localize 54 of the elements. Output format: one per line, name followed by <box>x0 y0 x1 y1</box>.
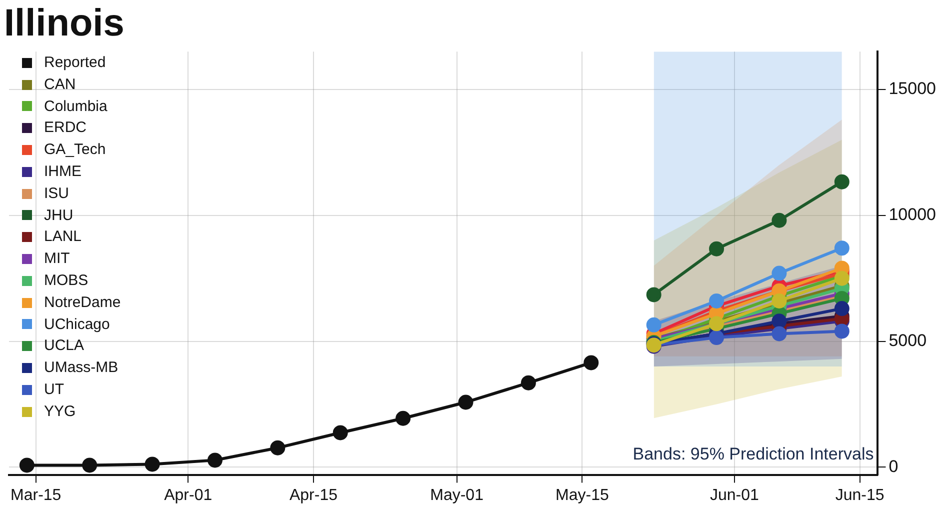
x-tick-label: Apr-01 <box>164 486 212 504</box>
legend-label: YYG <box>44 402 76 422</box>
point <box>772 326 787 342</box>
point <box>709 241 724 256</box>
legend-label: JHU <box>44 206 74 226</box>
legend-label: ISU <box>44 184 70 204</box>
point <box>834 324 850 339</box>
point <box>834 240 850 256</box>
chart-title: Illinois <box>4 2 124 44</box>
legend-label: UT <box>44 380 64 400</box>
legend-label: UCLA <box>44 336 84 356</box>
legend-label: UMass-MB <box>44 358 118 378</box>
point <box>772 293 787 308</box>
point <box>520 375 536 390</box>
legend-label: MOBS <box>44 270 88 291</box>
x-tick-label: Jun-01 <box>710 486 759 504</box>
legend-label: NotreDame <box>44 292 121 313</box>
point <box>82 458 98 473</box>
point <box>396 410 411 426</box>
point <box>834 174 850 190</box>
legend-label: IHME <box>44 162 82 182</box>
x-tick-label: Jun-15 <box>835 486 884 504</box>
point <box>584 355 599 370</box>
point <box>270 440 286 456</box>
point <box>772 212 787 228</box>
point <box>834 301 850 316</box>
point <box>772 266 787 281</box>
point <box>772 314 787 329</box>
x-tick-label: Apr-15 <box>289 486 338 504</box>
legend-label: UChicago <box>44 314 110 335</box>
y-tick-label: 15000 <box>888 79 936 98</box>
x-tick-label: May-15 <box>556 486 609 504</box>
x-tick-label: Mar-15 <box>10 486 62 504</box>
point <box>458 394 474 410</box>
legend-label: Columbia <box>44 96 108 117</box>
point <box>709 293 724 308</box>
point <box>834 270 850 286</box>
point <box>144 456 160 472</box>
y-tick-label: 10000 <box>888 205 936 224</box>
point <box>207 452 222 468</box>
x-tick-label: May-01 <box>430 486 484 504</box>
legend-label: LANL <box>44 227 82 248</box>
legend-label: Reported <box>44 53 106 73</box>
point <box>646 317 662 332</box>
legend-label: GA_Tech <box>44 140 106 160</box>
point <box>646 287 662 302</box>
point <box>19 458 34 473</box>
legend-label: CAN <box>44 74 76 95</box>
y-tick-label: 5000 <box>888 330 927 350</box>
annotation: Bands: 95% Prediction Intervals <box>632 444 874 464</box>
legend-label: ERDC <box>44 118 87 138</box>
legend-label: MIT <box>44 249 70 270</box>
y-tick-label: 0 <box>888 456 898 476</box>
point <box>332 425 348 440</box>
